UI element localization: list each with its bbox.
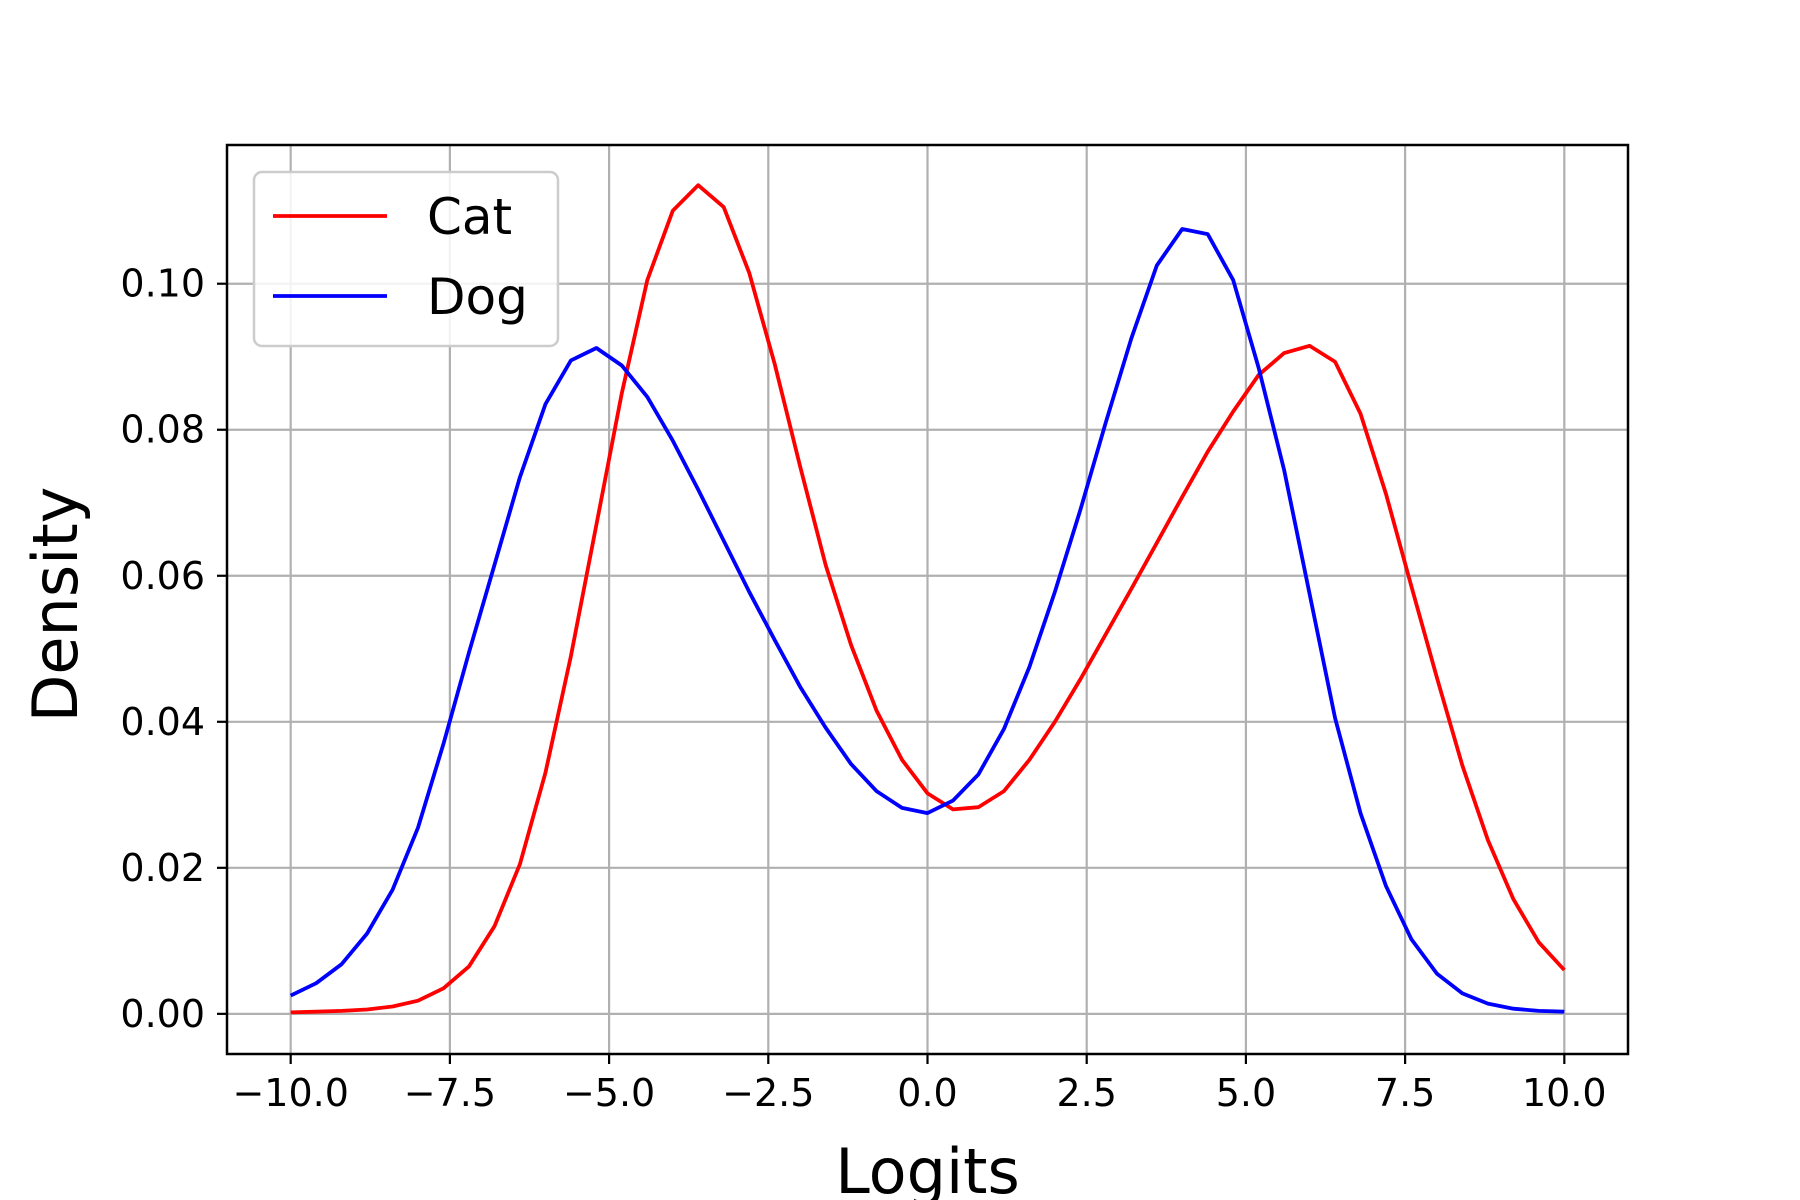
ticks: −10.0 −7.5 −5.0 −2.5 0.0 2.5 5.0 7.5 10.0 0.00 0.0… <box>120 262 1606 1115</box>
series-lines <box>289 183 1566 1015</box>
y-tick-label: 0.06 <box>120 554 205 598</box>
x-tick-label: −5.0 <box>563 1071 655 1115</box>
series-line-cat <box>290 183 1566 1015</box>
grid <box>227 145 1628 1054</box>
x-tick-label: 10.0 <box>1522 1071 1607 1115</box>
y-tick-label: 0.08 <box>120 408 205 452</box>
x-tick-label: 5.0 <box>1216 1071 1276 1115</box>
y-axis-title: Density <box>19 487 92 723</box>
x-tick-label: −7.5 <box>404 1071 496 1115</box>
y-tick-label: 0.00 <box>120 992 205 1036</box>
legend-label-cat: Cat <box>427 188 512 246</box>
legend[interactable]: Cat Dog <box>252 170 560 348</box>
legend-label-dog: Dog <box>427 268 528 326</box>
y-tick-label: 0.10 <box>120 262 205 306</box>
x-axis-title: Logits <box>835 1135 1020 1200</box>
x-tick-label: 0.0 <box>897 1071 957 1115</box>
x-tick-label: 7.5 <box>1375 1071 1435 1115</box>
y-tick-label: 0.04 <box>120 700 205 744</box>
x-tick-label: 2.5 <box>1056 1071 1116 1115</box>
x-tick-label: −2.5 <box>722 1071 814 1115</box>
series-line-dog <box>289 227 1565 1014</box>
x-tick-label: −10.0 <box>232 1071 348 1115</box>
y-tick-label: 0.02 <box>120 846 205 890</box>
